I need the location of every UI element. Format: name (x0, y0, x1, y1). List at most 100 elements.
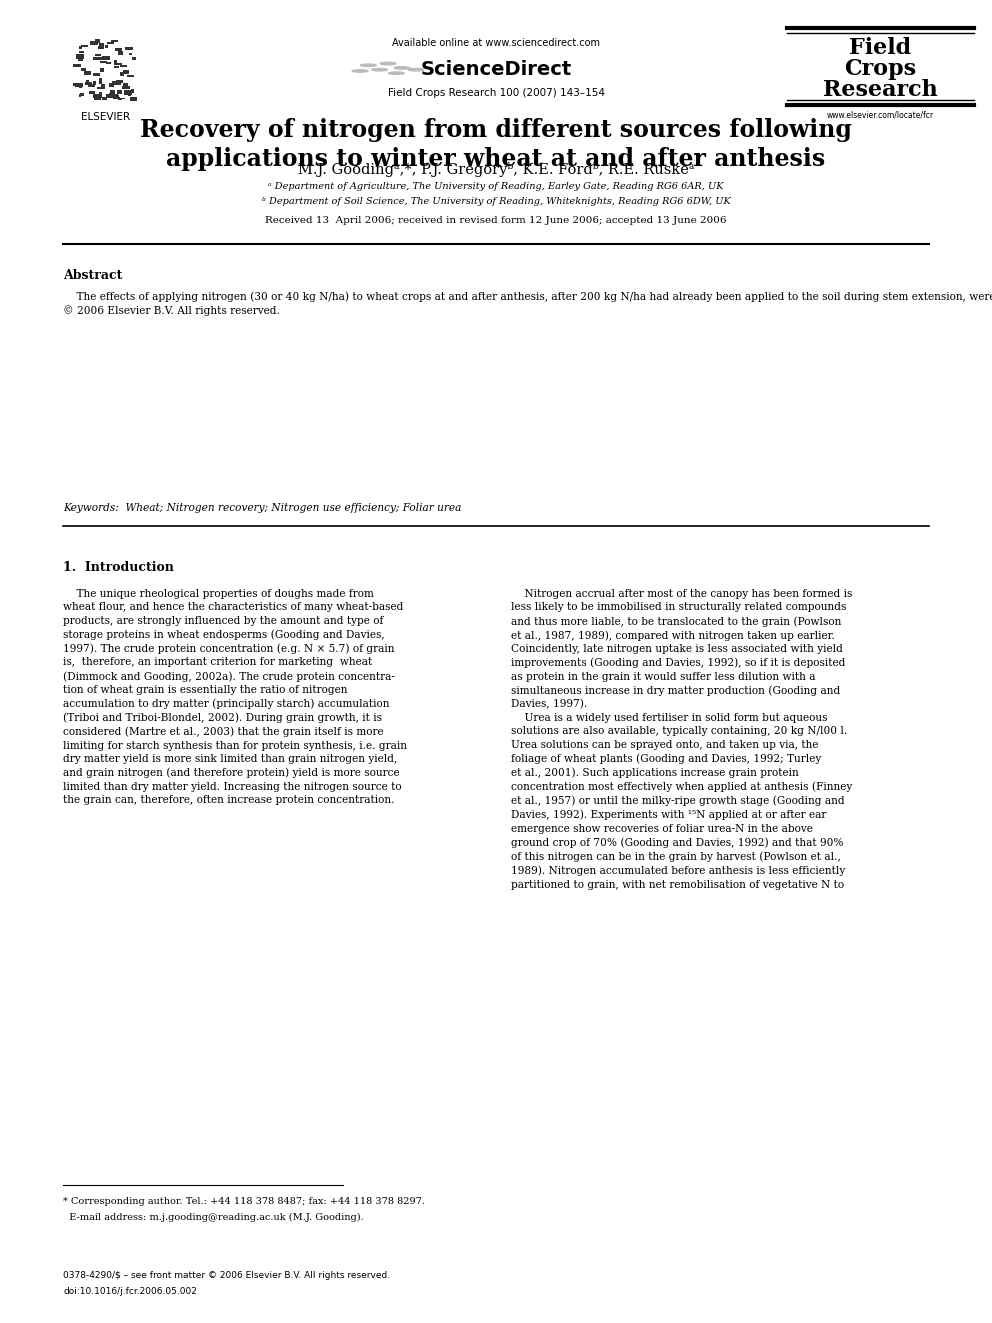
Text: Crops: Crops (844, 58, 917, 79)
Bar (125, 48, 133, 50)
Bar (127, 75, 134, 77)
Circle shape (394, 66, 410, 69)
Text: Abstract: Abstract (63, 269, 122, 282)
Bar (111, 40, 118, 42)
Bar (75, 54, 83, 58)
Text: www.elsevier.com/locate/fcr: www.elsevier.com/locate/fcr (827, 110, 934, 119)
Bar (102, 56, 110, 60)
Text: Available online at www.sciencedirect.com: Available online at www.sciencedirect.co… (392, 38, 600, 48)
Bar (77, 54, 80, 57)
Text: ELSEVIER: ELSEVIER (81, 112, 130, 122)
Bar (100, 61, 106, 64)
Text: ScienceDirect: ScienceDirect (421, 60, 571, 79)
Bar (129, 53, 132, 54)
Bar (93, 73, 100, 77)
Bar (81, 69, 86, 70)
Bar (78, 94, 81, 98)
Bar (101, 83, 105, 87)
Bar (80, 93, 83, 97)
Bar (99, 91, 102, 94)
Bar (110, 90, 115, 94)
Circle shape (389, 71, 405, 74)
Bar (97, 87, 105, 89)
Bar (95, 38, 100, 41)
Text: Nitrogen accrual after most of the canopy has been formed is
less likely to be i: Nitrogen accrual after most of the canop… (511, 589, 852, 889)
Bar (78, 83, 83, 86)
Bar (120, 65, 127, 66)
Bar (79, 52, 84, 53)
Text: The effects of applying nitrogen (30 or 40 kg N/ha) to wheat crops at and after : The effects of applying nitrogen (30 or … (63, 291, 992, 316)
Bar (89, 91, 94, 94)
Bar (112, 94, 118, 97)
Bar (98, 82, 102, 83)
Bar (78, 58, 83, 61)
Bar (94, 95, 101, 101)
Bar (133, 57, 136, 60)
Bar (93, 94, 102, 98)
Bar (114, 66, 119, 67)
Circle shape (408, 69, 424, 71)
Bar (99, 44, 103, 46)
Bar (105, 62, 111, 65)
Bar (118, 99, 122, 101)
Bar (130, 75, 133, 77)
Circle shape (380, 62, 396, 65)
Text: Received 13  April 2006; received in revised form 12 June 2006; accepted 13 June: Received 13 April 2006; received in revi… (265, 216, 727, 225)
Bar (122, 86, 126, 89)
Bar (106, 42, 114, 44)
Bar (88, 83, 95, 87)
Bar (98, 57, 102, 60)
Bar (80, 45, 88, 48)
Text: The unique rheological properties of doughs made from
wheat flour, and hence the: The unique rheological properties of dou… (63, 589, 407, 804)
Bar (98, 46, 103, 49)
Bar (112, 81, 119, 83)
Text: Keywords:  Wheat; Nitrogen recovery; Nitrogen use efficiency; Foliar urea: Keywords: Wheat; Nitrogen recovery; Nitr… (63, 503, 461, 513)
Bar (93, 82, 96, 86)
Text: M.J. Goodingᵃ,*, P.J. Gregoryᵇ, K.E. Fordᵇ, R.E. Ruskeᵃ: M.J. Goodingᵃ,*, P.J. Gregoryᵇ, K.E. For… (298, 161, 694, 177)
Bar (79, 85, 82, 87)
Bar (84, 71, 91, 75)
Text: 1.  Introduction: 1. Introduction (63, 561, 174, 574)
Text: 0378-4290/$ – see front matter © 2006 Elsevier B.V. All rights reserved.: 0378-4290/$ – see front matter © 2006 El… (63, 1271, 390, 1279)
Bar (109, 93, 115, 97)
Bar (131, 89, 134, 93)
Bar (115, 48, 122, 52)
Text: Field Crops Research 100 (2007) 143–154: Field Crops Research 100 (2007) 143–154 (388, 89, 604, 98)
Text: * Corresponding author. Tel.: +44 118 378 8487; fax: +44 118 378 8297.: * Corresponding author. Tel.: +44 118 37… (63, 1197, 425, 1207)
Bar (116, 79, 123, 83)
Bar (99, 78, 101, 82)
Bar (95, 54, 101, 56)
Text: ᵇ Department of Soil Science, The University of Reading, Whiteknights, Reading R: ᵇ Department of Soil Science, The Univer… (262, 197, 730, 206)
Bar (96, 40, 99, 44)
Bar (93, 57, 98, 61)
Bar (115, 95, 119, 98)
Bar (72, 65, 80, 67)
Bar (124, 90, 132, 94)
Text: E-mail address: m.j.gooding@reading.ac.uk (M.J. Gooding).: E-mail address: m.j.gooding@reading.ac.u… (63, 1213, 364, 1222)
Bar (128, 91, 131, 95)
Text: ᵃ Department of Agriculture, The University of Reading, Earley Gate, Reading RG6: ᵃ Department of Agriculture, The Univers… (268, 183, 724, 191)
Bar (113, 98, 120, 99)
Bar (130, 97, 137, 101)
Bar (89, 41, 97, 45)
Circle shape (360, 64, 376, 66)
Bar (117, 90, 122, 94)
Bar (109, 83, 114, 86)
Bar (106, 95, 111, 98)
Text: Research: Research (823, 79, 937, 101)
Bar (86, 81, 89, 83)
Bar (102, 97, 107, 101)
Bar (79, 46, 82, 49)
Bar (106, 94, 114, 98)
Bar (113, 82, 121, 85)
Bar (114, 61, 117, 64)
Bar (114, 64, 122, 65)
Text: Recovery of nitrogen from different sources following
applications to winter whe: Recovery of nitrogen from different sour… (140, 118, 852, 171)
Bar (85, 82, 91, 85)
Bar (120, 71, 124, 75)
Bar (107, 95, 115, 98)
Text: doi:10.1016/j.fcr.2006.05.002: doi:10.1016/j.fcr.2006.05.002 (63, 1286, 196, 1295)
Bar (105, 45, 107, 48)
Circle shape (352, 70, 368, 73)
Bar (119, 98, 125, 99)
